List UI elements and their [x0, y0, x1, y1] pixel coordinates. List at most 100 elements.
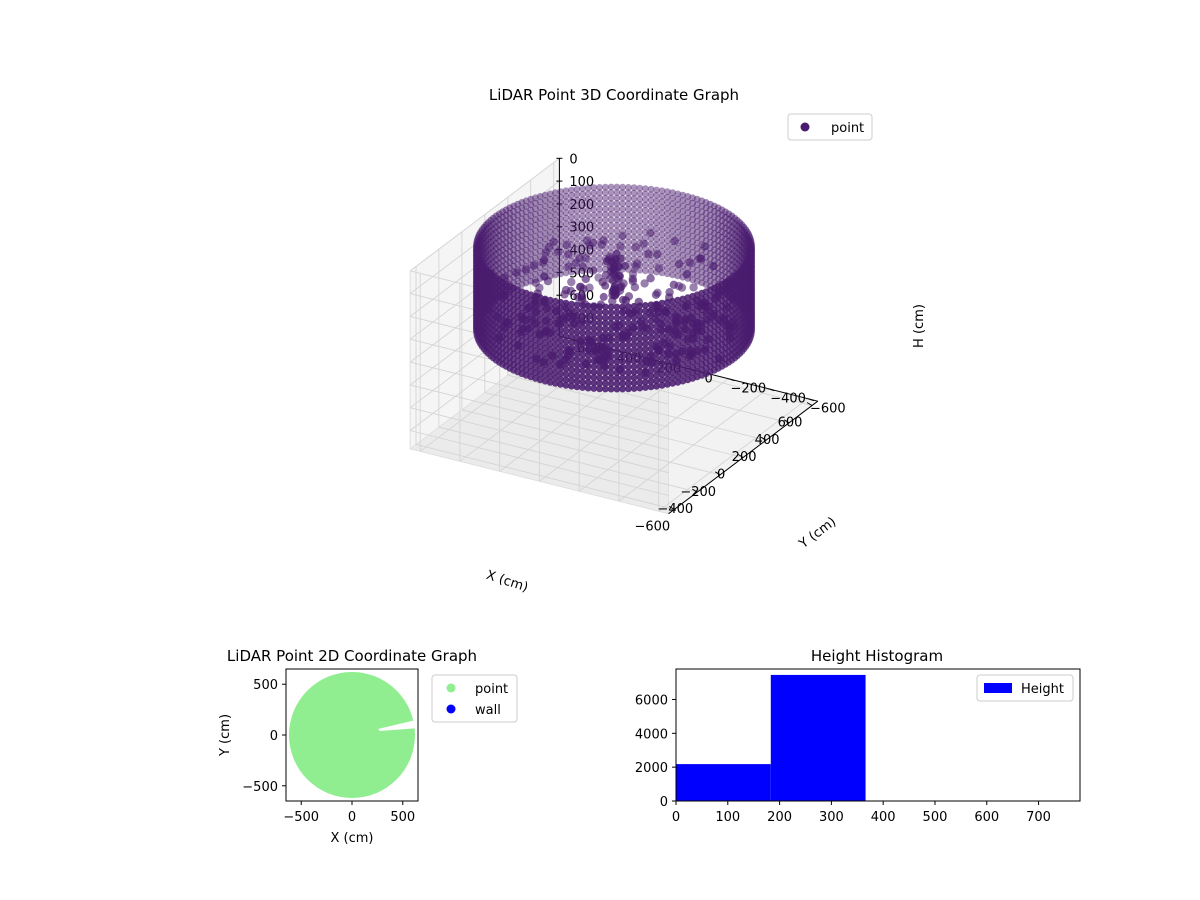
chart-histogram-frame: [675, 668, 1081, 802]
chart-3d-point: [636, 190, 644, 198]
chart-3d-point: [669, 205, 676, 213]
chart-3d-point: [642, 367, 649, 375]
chart-3d-point: [584, 217, 592, 225]
chart-3d-point: [658, 187, 666, 195]
chart-3d-point: [613, 183, 621, 191]
chart-3d-point: [653, 208, 660, 216]
chart-3d-point: [584, 319, 592, 326]
chart-3d-point: [596, 200, 603, 208]
chart-3d-point: [579, 318, 586, 326]
chart-3d-point: [602, 347, 609, 355]
chart-2d-point-cloud: [289, 672, 415, 798]
chart-3d-point: [596, 319, 603, 327]
chart-3d-point: [677, 283, 687, 292]
chart-3d-point: [557, 353, 564, 361]
chart-3d-point: [562, 299, 570, 307]
chart-3d-title: LiDAR Point 3D Coordinate Graph: [489, 86, 739, 104]
chart-3d-point: [636, 384, 644, 392]
chart-3d-point: [619, 227, 626, 235]
chart-3d-point: [568, 192, 575, 199]
chart-3d-point: [619, 330, 626, 338]
chart-3d-point: [579, 212, 586, 220]
chart-3d-point: [573, 356, 581, 363]
chart-3d-point: [540, 272, 549, 281]
chart-3d-point: [636, 324, 644, 332]
chart-3d-point: [607, 211, 615, 218]
chart-3d-point: [584, 324, 592, 332]
chart-3d-point: [647, 328, 655, 336]
chart-3d-point: [557, 265, 564, 272]
chart-3d-y-tick: [807, 398, 814, 402]
chart-2d-ticks: −500 0 500 −500 0 500: [242, 678, 415, 825]
chart-3d-point: [590, 324, 598, 332]
chart-3d-point: [552, 200, 559, 208]
chart-3d-point: [669, 352, 676, 360]
chart-3d-point: [613, 222, 621, 229]
chart-3d-point: [647, 185, 655, 193]
chart-3d-point: [602, 211, 609, 218]
chart-3d-point: [625, 233, 632, 241]
chart-3d-point: [653, 192, 660, 199]
chart-2d-x-tick-label: 500: [390, 810, 415, 825]
chart-3d-point: [674, 329, 682, 337]
chart-3d-point: [613, 380, 621, 387]
chart-3d-point: [579, 384, 586, 391]
chart-3d-point: [579, 229, 586, 236]
chart-3d-point: [562, 240, 571, 249]
chart-3d-point: [602, 319, 609, 327]
chart-3d-point: [552, 308, 559, 316]
chart-3d-point: [552, 255, 559, 262]
chart-3d-point: [636, 308, 644, 315]
chart-3d-point: [546, 357, 554, 364]
chart-3d-point: [619, 244, 626, 251]
chart-3d-point: [607, 227, 615, 235]
chart-3d-point: [630, 233, 638, 241]
chart-3d-point: [658, 305, 666, 313]
chart-3d-point: [636, 228, 644, 236]
chart-3d-point: [562, 231, 570, 239]
chart-3d-point: [664, 226, 671, 234]
chart-3d-point: [642, 313, 649, 320]
chart-3d-point: [658, 327, 666, 334]
chart-3d-point: [669, 308, 676, 316]
chart-3d-z-tick-label: 300: [569, 221, 594, 236]
chart-3d-point: [573, 372, 581, 380]
chart-3d-point: [674, 357, 682, 364]
chart-3d-point: [596, 325, 603, 332]
chart-3d-point: [636, 206, 644, 214]
chart-3d-point: [674, 362, 682, 370]
chart-3d-point: [573, 306, 581, 314]
chart-3d-point: [625, 184, 632, 191]
chart-3d-point: [573, 345, 581, 352]
chart-3d-point: [669, 369, 676, 376]
chart-3d-point: [573, 229, 581, 237]
chart-3d-point: [613, 227, 621, 235]
chart-3d-point: [664, 298, 671, 306]
chart-3d-point: [653, 333, 660, 341]
chart-3d-point: [647, 240, 655, 248]
chart-3d-point: [590, 335, 598, 343]
chart-3d-point: [557, 259, 564, 267]
chart-3d-point: [631, 262, 640, 271]
chart-3d-point: [636, 195, 644, 203]
chart-3d-point: [602, 308, 609, 316]
chart-histogram-x-tick-label: 0: [672, 810, 680, 825]
chart-3d-point: [630, 330, 638, 338]
chart-3d-point: [630, 200, 638, 208]
chart-3d-point: [619, 358, 626, 365]
chart-3d-point: [628, 274, 637, 284]
chart-3d-point: [568, 371, 575, 379]
chart-3d-point: [653, 186, 660, 194]
chart-3d-point: [568, 366, 575, 374]
chart-3d-point: [590, 330, 598, 338]
chart-3d-point: [642, 223, 649, 231]
chart-3d-point: [644, 249, 653, 259]
chart-3d-point: [630, 319, 638, 327]
chart-3d-point: [596, 358, 603, 365]
chart-3d-point: [664, 381, 671, 388]
chart-3d-point: [553, 247, 563, 256]
chart-3d-point: [664, 193, 671, 201]
chart-3d-point: [552, 374, 559, 382]
chart-3d-point: [596, 194, 603, 202]
chart-3d-point: [562, 332, 570, 340]
